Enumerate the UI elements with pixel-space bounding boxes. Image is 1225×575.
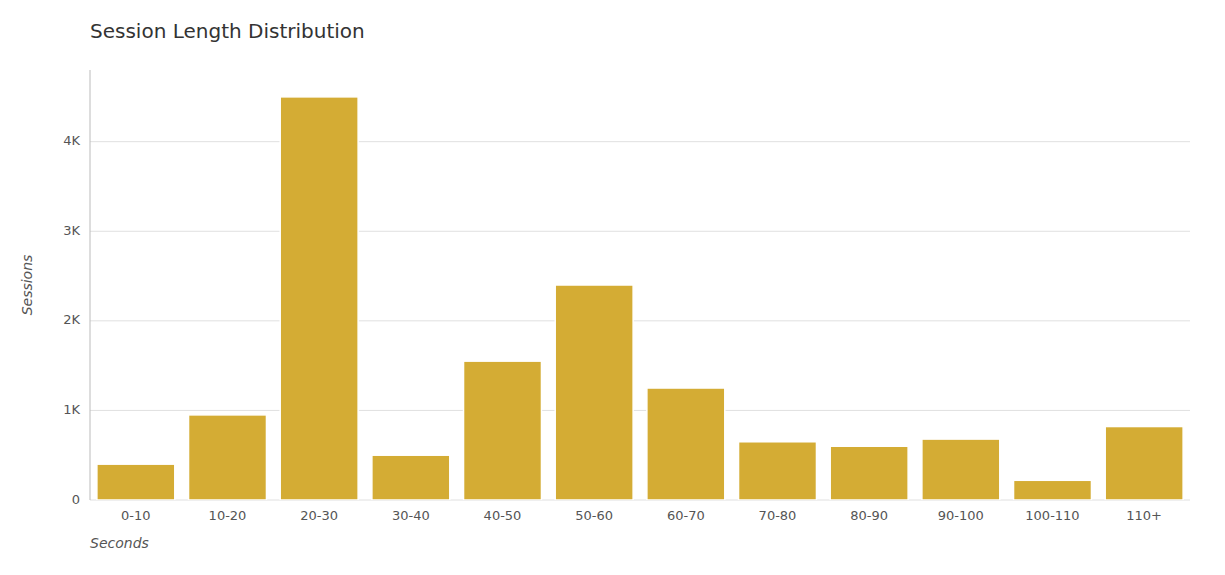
bar <box>97 464 175 500</box>
x-tick-label: 0-10 <box>121 508 151 523</box>
y-axis-line <box>90 70 91 500</box>
y-tick-label: 0 <box>72 492 80 507</box>
x-tick-label: 110+ <box>1126 508 1162 523</box>
grid <box>90 142 1190 500</box>
x-tick-label: 20-30 <box>300 508 338 523</box>
title: Session Length Distribution <box>90 19 365 43</box>
bars <box>97 97 1183 500</box>
x-tick-label: 30-40 <box>392 508 430 523</box>
y-ticks: 0 1K 2K 3K 4K <box>63 133 80 506</box>
x-tick-label: 70-80 <box>759 508 797 523</box>
chart: Session Length Distribution 0 1K 2K 3K 4K 0-10… <box>0 0 1225 575</box>
bar <box>1105 427 1183 500</box>
bar <box>372 455 450 500</box>
x-tick-label: 80-90 <box>850 508 888 523</box>
y-tick-label: 2K <box>63 312 80 327</box>
bar <box>189 415 267 500</box>
grid-line <box>90 320 1190 321</box>
x-tick-label: 10-20 <box>209 508 247 523</box>
x-tick-label: 100-110 <box>1025 508 1079 523</box>
y-tick-label: 4K <box>63 133 80 148</box>
bar <box>922 439 1000 500</box>
grid-line <box>90 141 1190 142</box>
bar <box>647 388 725 500</box>
x-ticks: 0-10 10-20 20-30 30-40 40-50 50-60 60-70 70-80 8… <box>121 508 1162 523</box>
y-tick-label: 1K <box>63 402 80 417</box>
x-tick-label: 90-100 <box>938 508 984 523</box>
grid-line <box>90 410 1190 411</box>
grid-line <box>90 231 1190 232</box>
x-axis-label: Seconds <box>90 535 149 551</box>
bar <box>280 97 358 500</box>
x-tick-label: 50-60 <box>575 508 613 523</box>
bar <box>739 442 817 500</box>
y-axis-label: Sessions <box>19 255 35 316</box>
bar <box>1014 480 1092 500</box>
y-tick-label: 3K <box>63 223 80 238</box>
bar <box>830 446 908 500</box>
x-tick-label: 40-50 <box>484 508 522 523</box>
x-tick-label: 60-70 <box>667 508 705 523</box>
bar <box>464 361 542 500</box>
bar <box>555 285 633 500</box>
